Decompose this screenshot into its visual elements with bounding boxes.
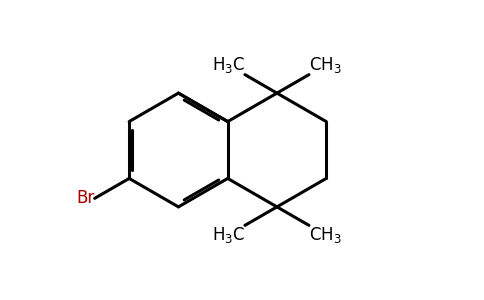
Text: $\mathregular{CH_3}$: $\mathregular{CH_3}$ [309, 55, 342, 75]
Text: $\mathregular{H_3C}$: $\mathregular{H_3C}$ [212, 55, 245, 75]
Text: $\mathregular{H_3C}$: $\mathregular{H_3C}$ [212, 225, 245, 245]
Text: Br: Br [76, 189, 95, 207]
Text: $\mathregular{CH_3}$: $\mathregular{CH_3}$ [309, 225, 342, 245]
